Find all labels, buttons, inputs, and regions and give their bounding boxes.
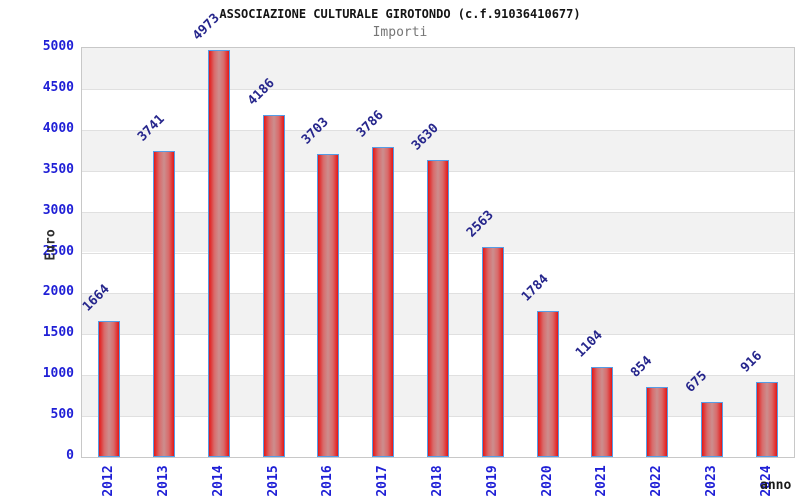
x-tick-label: 2020 [539, 465, 555, 497]
y-tick-label: 0 [66, 448, 74, 463]
bar-2019 [481, 247, 504, 457]
y-tick-label: 2000 [42, 284, 74, 300]
bar-2016 [317, 154, 340, 457]
y-tick-label: 500 [50, 407, 74, 423]
bar-2017 [372, 147, 395, 457]
y-tick-label: 5000 [42, 39, 74, 54]
x-tick-label: 2017 [375, 465, 391, 497]
y-axis-title: Euro [43, 229, 59, 261]
x-tick-label: 2013 [156, 465, 172, 497]
x-tick-label: 2019 [484, 465, 500, 497]
x-axis-title: anno [760, 478, 792, 493]
grid-band [82, 48, 794, 89]
bar-2022 [646, 387, 669, 457]
chart-subtitle: Importi [372, 25, 428, 40]
bar-2023 [700, 401, 723, 457]
y-tick-label: 3000 [42, 202, 74, 218]
bar-2024 [755, 382, 778, 457]
y-tick-label: 4500 [42, 79, 74, 95]
y-tick-label: 4000 [42, 120, 74, 136]
bar-2012 [98, 320, 121, 457]
x-tick-label: 2012 [101, 465, 117, 497]
grid-line [82, 88, 794, 90]
bar-2013 [153, 150, 176, 457]
x-tick-label: 2016 [320, 465, 336, 497]
bar-2015 [262, 114, 285, 457]
x-tick-label: 2015 [265, 465, 281, 497]
x-tick-label: 2023 [703, 465, 719, 497]
bar-2020 [536, 311, 559, 457]
y-tick-label: 1000 [42, 366, 74, 382]
grid-band [82, 88, 794, 130]
y-tick-label: 1500 [42, 325, 74, 341]
grid-line [82, 129, 794, 131]
x-tick-label: 2014 [210, 465, 226, 497]
plot-area: 1664 2012 3741 2013 4973 2014 4186 2015 3703 2016… [80, 11, 795, 497]
x-tick-label: 2022 [649, 465, 665, 497]
x-tick-label: 2018 [430, 465, 445, 497]
y-tick-label: 2500 [42, 243, 74, 259]
bar-2021 [591, 366, 614, 457]
x-tick-label: 2021 [594, 465, 610, 497]
chart-title: ASSOCIAZIONE CULTURALE GIROTONDO (c.f.91… [219, 7, 581, 21]
bar-2014 [207, 50, 230, 457]
y-tick-label: 3500 [42, 161, 74, 177]
bar-2018 [427, 160, 449, 457]
